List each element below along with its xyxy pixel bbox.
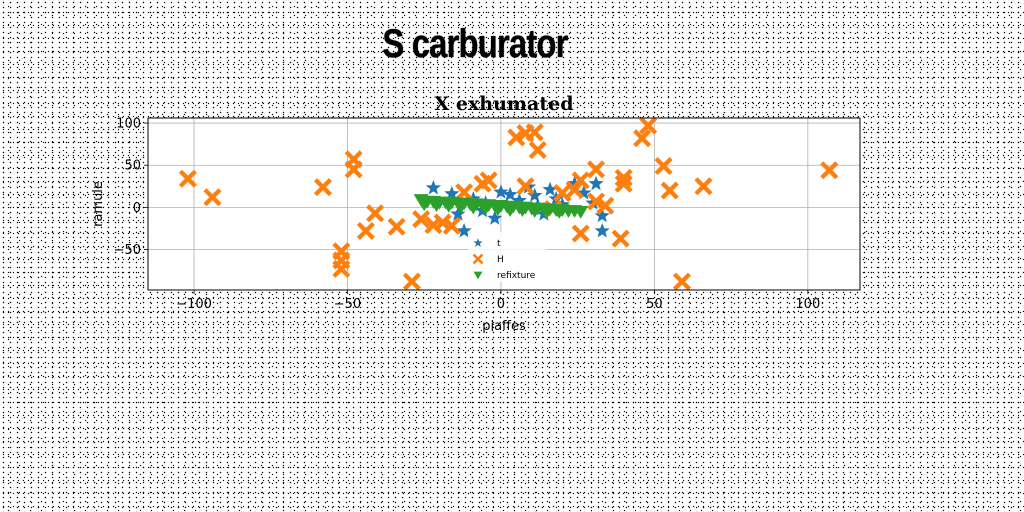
data-point [539,205,555,218]
data-point [490,203,506,217]
data-point [450,206,466,221]
data-point [465,201,481,215]
data-point [514,204,530,218]
data-point [402,272,421,291]
data-point [614,174,633,193]
legend-label: t [497,239,501,249]
data-point [502,186,518,202]
data-point [416,198,432,212]
data-point [542,181,558,197]
data-point [344,160,363,179]
data-point [412,210,431,229]
data-point [455,183,474,202]
data-point [313,178,332,197]
data-point [525,123,544,142]
data-point [587,160,606,179]
data-point [587,192,606,211]
data-point [479,171,498,190]
x-tick-label: 50 [646,297,663,312]
data-point [478,202,494,216]
legend-marker [473,271,483,280]
data-point [551,205,567,219]
data-point [596,196,615,215]
data-point [566,175,583,191]
data-point [511,192,527,208]
data-point [428,199,444,212]
data-point [528,141,547,160]
data-point [576,185,592,200]
data-point [507,128,526,147]
data-point [611,229,630,248]
data-point [433,213,452,232]
series-1 [178,116,839,291]
y-tick-label: 100 [116,117,141,132]
legend-marker [473,238,483,247]
data-point [573,205,589,219]
y-tick-label: −50 [114,243,141,258]
y-tick-label: 50 [124,159,141,174]
data-point [820,161,839,180]
data-point [516,177,535,196]
plot-frame [147,117,861,291]
x-tick-label: −50 [334,297,361,312]
axis-ticks: −100 −50 0 50 100 −50 0 50 100 [114,117,821,312]
data-point [356,221,375,240]
page-title: S carburator [382,22,568,66]
data-point [594,222,610,238]
data-point [444,185,460,201]
data-point [366,204,385,223]
data-point [588,175,604,191]
data-point [694,177,713,196]
data-point [456,222,472,238]
data-point [633,129,652,148]
data-point [425,179,442,195]
data-point [203,188,222,207]
series-2 [413,194,589,219]
data-point [487,210,503,225]
data-point [571,224,590,243]
data-point [502,204,518,218]
data-point [465,190,481,206]
data-point [673,272,691,291]
data-point [571,171,590,190]
y-axis-title: ramule [91,181,106,227]
data-point [614,168,633,187]
x-axis-title: piaffes [482,319,526,334]
legend-box [468,232,546,282]
data-point [527,205,543,218]
data-points [178,116,839,291]
data-point [639,116,658,135]
data-point [594,207,610,223]
y-tick-label: 0 [133,201,141,216]
x-tick-label: 0 [497,297,505,312]
data-point [441,200,457,213]
data-point [178,169,197,188]
data-point [387,217,406,236]
legend-marker [472,253,484,265]
data-point [453,200,469,214]
chart-title: X exhumated [435,93,574,115]
x-tick-label: −100 [176,297,212,312]
data-point [553,184,572,203]
data-point [442,216,461,235]
data-point [527,187,543,203]
data-point [493,184,509,199]
legend-label: H [497,255,504,265]
data-point [332,259,351,278]
data-point [654,157,673,176]
x-tick-label: 100 [795,297,820,312]
legend-label: refixture [497,271,536,281]
data-point [565,180,584,199]
data-point [554,196,570,212]
data-point [660,181,679,200]
